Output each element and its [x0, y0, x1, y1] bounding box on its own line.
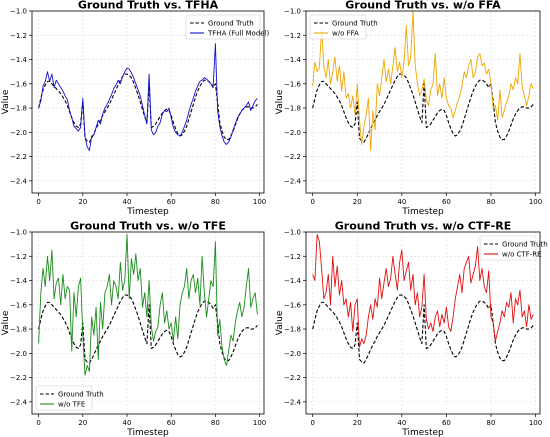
x-axis-label: Timestep	[126, 207, 169, 217]
ground-truth-line	[38, 73, 258, 143]
x-tick-label: 20	[78, 198, 87, 206]
y-tick-label: −1.6	[10, 80, 28, 88]
y-tick-label: −1.8	[284, 326, 301, 334]
x-tick-label: 80	[211, 419, 220, 427]
legend: Ground Truth TFHA (Full Model)	[185, 14, 270, 40]
x-axis-label: Timestep	[401, 428, 444, 437]
x-tick-label: 100	[529, 198, 542, 206]
y-tick-label: −2.4	[10, 177, 28, 185]
y-axis-label: Value	[275, 310, 285, 335]
y-tick-label: −2.0	[284, 129, 301, 137]
y-tick-label: −2.4	[10, 398, 28, 406]
y-axis-label: Value	[275, 89, 285, 114]
prediction-line	[312, 10, 534, 151]
x-tick-label: 100	[529, 419, 542, 427]
y-tick-label: −2.2	[10, 153, 27, 161]
x-tick-label: 40	[123, 198, 132, 206]
y-tick-label: −1.8	[10, 326, 27, 334]
x-tick-label: 20	[353, 198, 362, 206]
y-tick-label: −1.2	[10, 32, 27, 40]
plot-frame	[305, 231, 541, 415]
y-tick-label: −1.6	[284, 80, 302, 88]
legend-label: w/o CTF-RE	[502, 251, 542, 259]
legend-label: TFHA (Full Model)	[207, 30, 270, 38]
y-tick-label: −1.4	[284, 277, 302, 285]
y-tick-label: −1.4	[10, 56, 28, 64]
y-tick-label: −1.4	[284, 56, 302, 64]
y-tick-label: −2.2	[10, 374, 27, 382]
chart-panel-4: 0 20 40 60 80 100 −2.4 −2.2 −2.0 −1.8 −1.6 −1.4 −1.2…	[275, 220, 548, 437]
y-tick-label: −1.0	[284, 8, 301, 16]
chart-title: Ground Truth vs. w/o FFA	[345, 0, 501, 12]
y-tick-label: −2.0	[284, 350, 301, 358]
legend: Ground Truth w/o TFE	[35, 385, 104, 411]
y-tick-label: −1.2	[284, 32, 301, 40]
y-tick-label: −2.0	[10, 129, 27, 137]
y-tick-label: −1.2	[10, 253, 27, 261]
y-tick-label: −1.6	[284, 301, 302, 309]
x-tick-label: 60	[167, 198, 176, 206]
y-tick-label: −2.2	[284, 374, 301, 382]
x-tick-label: 40	[397, 419, 406, 427]
x-tick-label: 80	[487, 198, 496, 206]
chart-panel-2: 0 20 40 60 80 100 −2.4 −2.2 −2.0 −1.8 −1.6 −1.4 −1.2…	[275, 0, 542, 217]
y-tick-label: −1.0	[10, 229, 27, 237]
x-axis-label: Timestep	[126, 428, 169, 437]
y-tick-label: −2.4	[284, 177, 302, 185]
y-tick-label: −1.0	[10, 8, 27, 16]
y-tick-label: −2.2	[284, 153, 301, 161]
x-tick-label: 0	[310, 198, 314, 206]
ground-truth-line	[312, 73, 534, 143]
x-tick-label: 80	[487, 419, 496, 427]
chart-title: Ground Truth vs. w/o TFE	[70, 220, 226, 233]
chart-panel-1: 0 20 40 60 80 100 −2.4 −2.2 −2.0 −1.8 −1.6 −1.4 −1.2…	[1, 0, 270, 217]
x-tick-label: 100	[253, 419, 266, 427]
x-tick-label: 0	[310, 419, 314, 427]
x-tick-label: 0	[36, 198, 40, 206]
x-tick-label: 0	[36, 419, 40, 427]
ground-truth-line	[38, 294, 258, 364]
legend-label: Ground Truth	[332, 20, 378, 28]
y-tick-label: −2.4	[284, 398, 302, 406]
legend-label: Ground Truth	[502, 241, 548, 249]
legend-label: w/o TFE	[58, 401, 85, 409]
legend: Ground Truth w/o FFA	[309, 14, 378, 40]
x-tick-label: 40	[123, 419, 132, 427]
x-tick-label: 80	[211, 198, 220, 206]
legend-label: w/o FFA	[332, 30, 359, 38]
legend-label: Ground Truth	[58, 391, 104, 399]
y-tick-label: −1.4	[10, 277, 28, 285]
plot-frame	[305, 10, 541, 194]
legend: Ground Truth w/o CTF-RE	[479, 235, 548, 261]
chart-panel-3: 0 20 40 60 80 100 −2.4 −2.2 −2.0 −1.8 −1.6 −1.4 −1.2…	[1, 220, 266, 437]
prediction-line	[38, 233, 258, 376]
y-tick-label: −1.2	[284, 253, 301, 261]
y-tick-label: −1.8	[284, 105, 301, 113]
y-tick-label: −1.0	[284, 229, 301, 237]
x-axis-label: Timestep	[401, 207, 444, 217]
x-tick-label: 20	[353, 419, 362, 427]
x-tick-label: 60	[442, 419, 451, 427]
prediction-line	[312, 233, 534, 348]
x-tick-label: 60	[167, 419, 176, 427]
chart-title: Ground Truth vs. w/o CTF-RE	[335, 220, 511, 233]
y-axis-label: Value	[1, 89, 11, 114]
plot-frame	[31, 10, 265, 194]
x-tick-label: 20	[78, 419, 87, 427]
plot-frame	[31, 231, 265, 415]
chart-title: Ground Truth vs. TFHA	[78, 0, 219, 12]
legend-box	[185, 14, 261, 40]
legend-label: Ground Truth	[208, 20, 254, 28]
prediction-line	[38, 43, 258, 151]
y-axis-label: Value	[1, 310, 11, 335]
y-tick-label: −1.8	[10, 105, 27, 113]
x-tick-label: 40	[397, 198, 406, 206]
ground-truth-line	[312, 294, 534, 364]
x-tick-label: 60	[442, 198, 451, 206]
x-tick-label: 100	[253, 198, 266, 206]
y-tick-label: −1.6	[10, 301, 28, 309]
y-tick-label: −2.0	[10, 350, 27, 358]
